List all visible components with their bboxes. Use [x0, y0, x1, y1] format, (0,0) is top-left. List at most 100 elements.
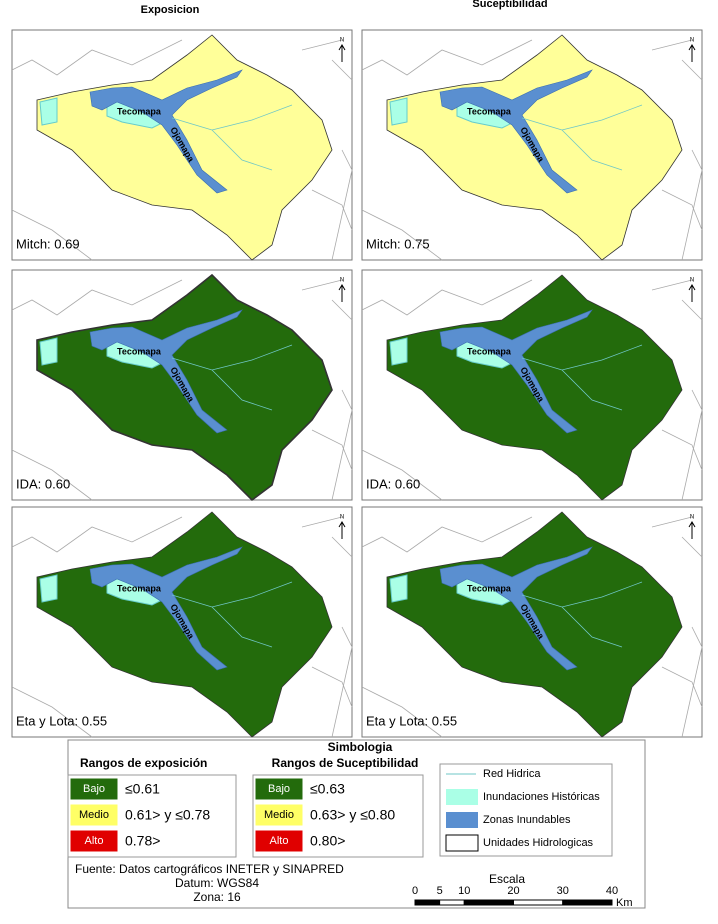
boundary-line	[681, 299, 703, 321]
legend-box	[67, 739, 646, 909]
boundary-line	[681, 626, 703, 738]
layer-name: Inundaciones Históricas	[483, 791, 600, 803]
column-header: Exposicion	[141, 4, 200, 16]
class-name: Alto	[270, 835, 289, 847]
scale-segment	[562, 899, 613, 906]
flood-zones	[89, 309, 243, 434]
river-label: Tecomapa	[117, 583, 162, 593]
boundary-line	[301, 39, 343, 51]
legend-group	[439, 763, 613, 857]
panel-label: Eta y Lota: 0.55	[16, 713, 107, 728]
boundary-line	[361, 209, 443, 261]
boundary-line	[681, 536, 703, 558]
boundary-line	[331, 626, 353, 738]
legend-group	[252, 774, 424, 858]
range-title: Rangos de exposición	[80, 756, 207, 770]
boundary-line	[661, 429, 703, 471]
flood-zones	[439, 546, 593, 671]
boundary-line	[301, 516, 343, 528]
north-arrow: N	[690, 38, 694, 44]
class-swatch	[69, 803, 119, 827]
scale-unit: Km	[616, 897, 633, 909]
scale-title: Escala	[489, 872, 525, 886]
panel-label: IDA: 0.60	[16, 476, 70, 491]
boundary-line	[661, 189, 703, 231]
boundary-line	[651, 516, 693, 528]
class-swatch	[69, 829, 119, 853]
class-name: Medio	[79, 809, 109, 821]
boundary-line	[311, 189, 353, 231]
layer-swatch	[446, 789, 478, 805]
scale-segment	[463, 899, 514, 906]
class-name: Bajo	[83, 783, 105, 795]
source-text: Fuente: Datos cartográficos INETER y SIN…	[75, 862, 344, 876]
boundary-line	[361, 39, 533, 76]
class-range: ≤0.61	[125, 781, 160, 797]
boundary-line	[651, 39, 693, 51]
boundary-line	[681, 149, 703, 261]
boundary-line	[11, 39, 183, 76]
class-swatch	[254, 829, 304, 853]
class-swatch	[254, 803, 304, 827]
boundary-line	[311, 666, 353, 708]
river-label: Tecomapa	[117, 106, 162, 116]
north-arrow: N	[340, 278, 344, 284]
class-swatch	[254, 777, 304, 801]
class-range: ≤0.63	[310, 781, 345, 797]
boundary-line	[331, 389, 353, 501]
range-title: Rangos de Suceptibilidad	[272, 756, 419, 770]
scale-tick-label: 40	[606, 885, 618, 897]
north-arrow	[688, 284, 696, 302]
layer-name: Zonas Inundables	[483, 814, 571, 826]
boundary-line	[11, 449, 93, 501]
north-arrow	[688, 521, 696, 539]
rivers	[521, 104, 643, 171]
north-arrow	[688, 44, 696, 62]
source-text: Datum: WGS84	[175, 876, 259, 890]
layer-swatch	[445, 834, 479, 852]
scale-segment	[513, 899, 564, 906]
panel-label: IDA: 0.60	[366, 476, 420, 491]
boundary-line	[681, 59, 703, 81]
scale-tick-label: 20	[507, 885, 519, 897]
river-label: Tecomapa	[467, 106, 512, 116]
source-text: Zona: 16	[193, 890, 241, 904]
panel-label: Eta y Lota: 0.55	[366, 713, 457, 728]
boundary-line	[651, 279, 693, 291]
north-arrow: N	[690, 278, 694, 284]
north-arrow: N	[690, 515, 694, 521]
class-name: Bajo	[268, 783, 290, 795]
north-arrow: N	[340, 38, 344, 44]
boundary-line	[11, 279, 183, 316]
boundary-line	[361, 449, 443, 501]
legend-group	[67, 774, 237, 858]
class-swatch	[69, 777, 119, 801]
boundary-line	[661, 666, 703, 708]
boundary-line	[331, 299, 353, 321]
river-label: Tecomapa	[467, 583, 512, 593]
class-range: 0.78>	[125, 833, 160, 849]
river-label: Tecomapa	[117, 346, 162, 356]
flood-zones	[89, 546, 243, 671]
north-arrow	[338, 284, 346, 302]
boundary-line	[11, 686, 93, 738]
flood-zones	[439, 69, 593, 194]
boundary-line	[331, 149, 353, 261]
panel-label: Mitch: 0.69	[16, 236, 80, 251]
boundary-line	[11, 516, 183, 553]
scale-segment	[414, 899, 441, 906]
layer-name: Unidades Hidrologicas	[483, 837, 594, 849]
rivers	[171, 104, 293, 171]
boundary-line	[331, 536, 353, 558]
scale-tick-label: 10	[458, 885, 470, 897]
boundary-line	[361, 686, 443, 738]
legend-title: Simbologia	[328, 740, 393, 754]
class-range: 0.63> y ≤0.80	[310, 807, 395, 823]
class-name: Alto	[85, 835, 104, 847]
